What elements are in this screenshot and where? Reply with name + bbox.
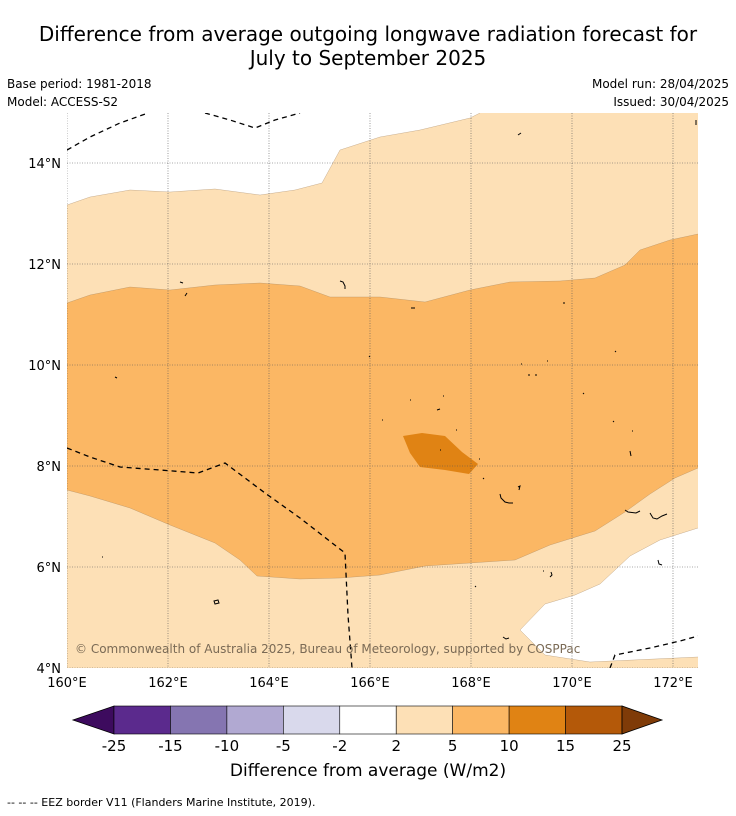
lat-label: 4°N	[37, 662, 62, 677]
colorbar-tick-label: -2	[332, 737, 347, 755]
meta-left: Base period: 1981-2018 Model: ACCESS-S2	[7, 75, 152, 111]
colorbar-tick-label: -15	[158, 737, 183, 755]
lon-label: 160°E	[47, 676, 87, 691]
title-line-1: Difference from average outgoing longwav…	[38, 22, 698, 46]
title-line-2: July to September 2025	[249, 46, 487, 70]
eez-legend-note: -- -- -- EEZ border V11 (Flanders Marine…	[7, 796, 316, 809]
colorbar-cell	[452, 705, 510, 735]
colorbar-tick-label: 2	[391, 737, 401, 755]
map-title: Difference from average outgoing longwav…	[0, 22, 736, 70]
latitude-labels: 14°N 12°N 10°N 8°N 6°N 4°N	[28, 157, 61, 677]
colorbar-tick-label: 15	[556, 737, 575, 755]
colorbar-label: Difference from average (W/m2)	[229, 761, 507, 781]
colorbar-min-extend	[71, 705, 115, 735]
colorbar-tick-label: -25	[102, 737, 127, 755]
colorbar-cell	[113, 705, 171, 735]
islands	[102, 120, 697, 640]
gridlines	[67, 113, 698, 668]
colorbar-cell	[395, 705, 453, 735]
colorbar-tick-label: -5	[276, 737, 291, 755]
colorbar-tick-label: 25	[612, 737, 631, 755]
lon-label: 168°E	[451, 676, 491, 691]
colorbar-cells	[113, 705, 623, 735]
colorbar-max-extend	[621, 705, 664, 735]
lat-label: 6°N	[37, 561, 62, 576]
contour-10-15	[403, 433, 478, 474]
model-name: Model: ACCESS-S2	[7, 95, 119, 109]
lat-label: 14°N	[28, 157, 61, 172]
colorbar-tick-label: -10	[215, 737, 240, 755]
lon-label: 170°E	[552, 676, 592, 691]
lat-label: 8°N	[37, 460, 62, 475]
longitude-labels: 160°E 162°E 164°E 166°E 168°E 170°E 172°…	[47, 676, 693, 691]
lat-label: 12°N	[28, 258, 61, 273]
meta-right: Model run: 28/04/2025 Issued: 30/04/2025	[592, 75, 729, 111]
map-plot-area: © Commonwealth of Australia 2025, Bureau…	[67, 113, 698, 668]
colorbar-tick-label: 5	[448, 737, 458, 755]
issued-date: Issued: 30/04/2025	[613, 95, 729, 109]
colorbar-cell	[283, 705, 341, 735]
copyright-notice: © Commonwealth of Australia 2025, Bureau…	[75, 642, 580, 656]
lon-label: 172°E	[653, 676, 693, 691]
lon-label: 166°E	[350, 676, 390, 691]
colorbar-cell	[170, 705, 228, 735]
colorbar-cell	[508, 705, 566, 735]
colorbar-cell	[565, 705, 623, 735]
colorbar-tick-labels: -25 -15 -10 -5 -2 2 5 10 15 25	[102, 737, 632, 755]
colorbar-tick-label: 10	[500, 737, 519, 755]
colorbar: -25 -15 -10 -5 -2 2 5 10 15 25	[71, 705, 664, 755]
eez-borders	[67, 113, 698, 668]
colorbar-cell	[339, 705, 397, 735]
base-period: Base period: 1981-2018	[7, 77, 152, 91]
colorbar-cell	[226, 705, 284, 735]
contour-5-10	[67, 234, 698, 579]
lon-label: 164°E	[249, 676, 289, 691]
model-run: Model run: 28/04/2025	[591, 77, 729, 91]
lon-label: 162°E	[148, 676, 188, 691]
lat-label: 10°N	[28, 359, 61, 374]
